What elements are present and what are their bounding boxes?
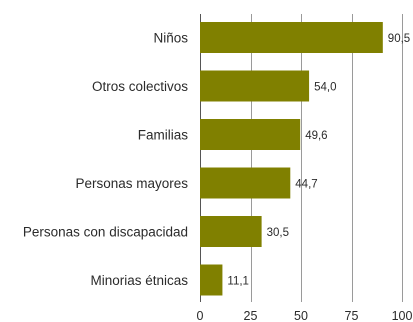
bar-2	[200, 119, 301, 150]
category-label: Minorias étnicas	[90, 273, 188, 288]
grid-layer	[200, 14, 403, 302]
category-label: Familias	[138, 128, 189, 143]
bar-layer	[200, 22, 383, 296]
category-label: Niños	[153, 31, 188, 46]
value-label: 90,5	[388, 33, 410, 45]
x-tick-label: 25	[244, 309, 258, 322]
x-tick-label: 0	[197, 309, 204, 322]
bar-5	[200, 264, 223, 296]
value-label: 11,1	[227, 276, 249, 288]
bar-3	[200, 167, 291, 199]
value-label: 54,0	[314, 82, 336, 94]
label-layer: 0 25 50 75 100 Niños 90,5 Otros colectivos 54,0 F…	[23, 31, 413, 322]
x-tick-label: 75	[345, 309, 359, 322]
bar-4	[200, 216, 262, 247]
category-label: Personas mayores	[75, 176, 188, 191]
x-tick-label: 100	[392, 309, 413, 322]
category-label: Otros colectivos	[92, 79, 188, 94]
bar-1	[200, 70, 310, 102]
bar-0	[200, 22, 383, 53]
value-label: 44,7	[295, 179, 317, 191]
x-tick-label: 50	[294, 309, 308, 322]
value-label: 30,5	[267, 227, 289, 239]
category-label: Personas con discapacidad	[23, 225, 188, 240]
value-label: 49,6	[305, 130, 327, 142]
